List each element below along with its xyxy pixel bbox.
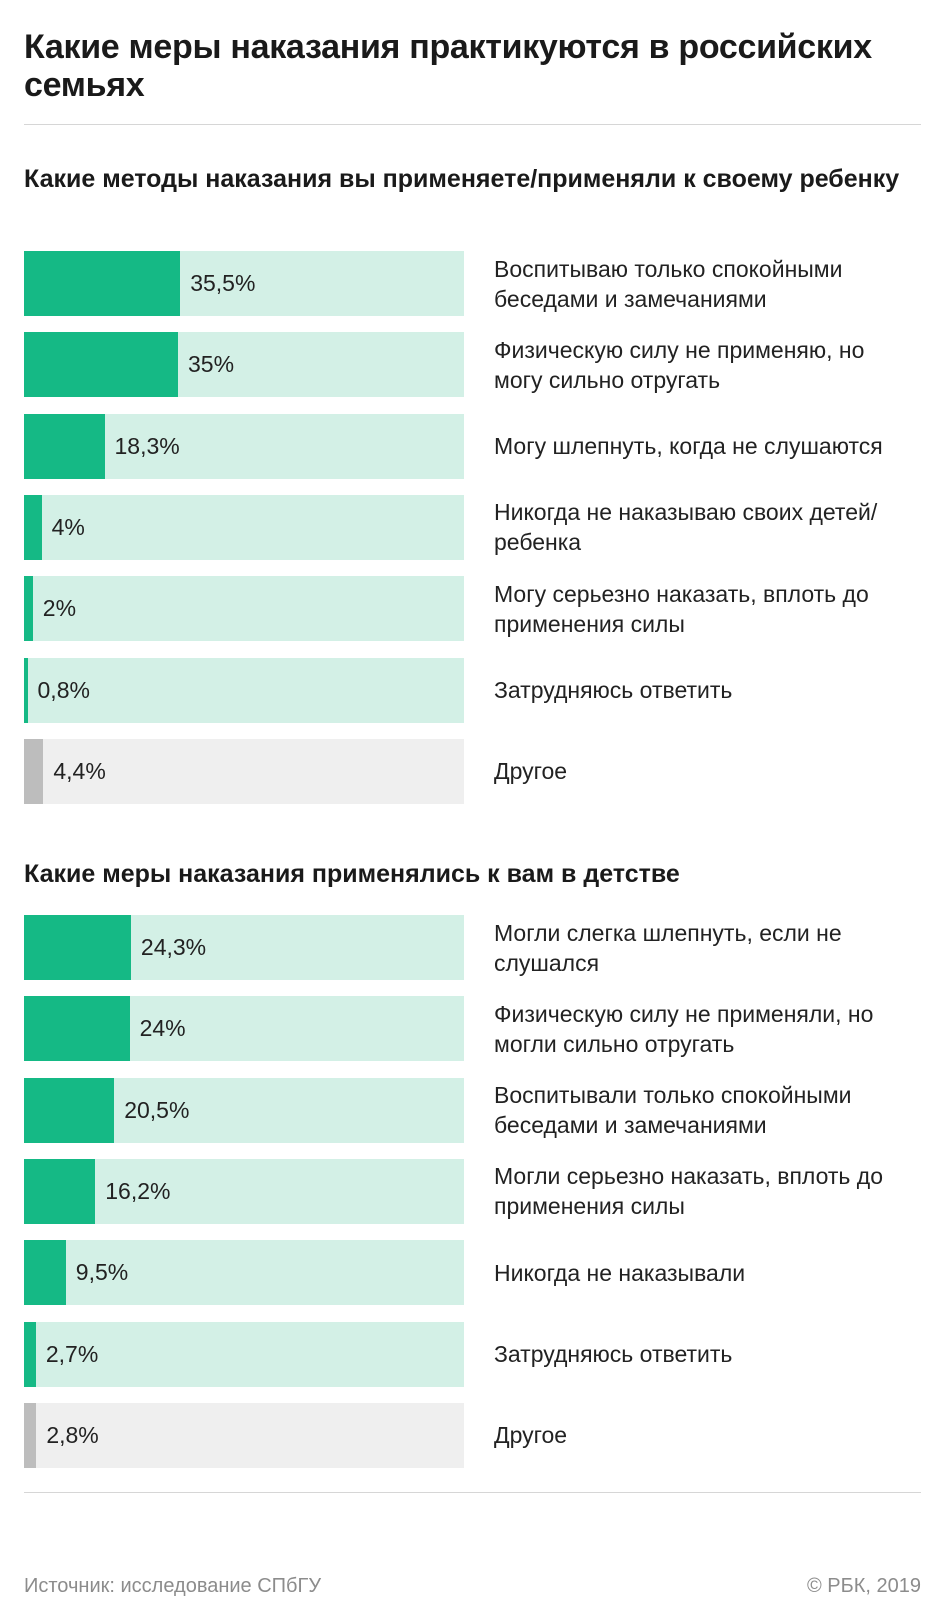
category-label-text: Никогда не наказываю своих детей/ ребенк…: [494, 499, 878, 556]
source-note: Источник: исследование СПбГУ: [24, 1575, 322, 1597]
bar-track: [24, 915, 464, 980]
bar-row: 35,5% Воспитываю только спокойными беседа…: [24, 251, 921, 316]
bar-row: 2,8% Другое: [24, 1402, 921, 1468]
chart-2-title: Какие меры наказания применялись к вам в…: [24, 860, 680, 888]
category-label-text: Никогда не наказывали: [494, 1259, 746, 1286]
category-label-text: Могли серьезно наказать, вплоть до приме…: [494, 1163, 884, 1220]
category-label: Воспитываю только спокойными беседами и …: [494, 251, 914, 316]
chart-1-title: Какие методы наказания вы применяете/при…: [24, 165, 900, 193]
bar-value-label: 2%: [42, 595, 77, 622]
bar: [24, 1321, 36, 1387]
bar-track: [24, 413, 464, 479]
bar-value-label: 2,8%: [46, 1421, 99, 1448]
category-label: Никогда не наказывали: [494, 1240, 914, 1305]
category-label-text: Другое: [494, 758, 568, 785]
bar-row: 4,4% Другое: [24, 738, 921, 804]
category-label-text: Воспитывали только спокойными беседами и…: [494, 1082, 852, 1139]
bar-value-label: 4%: [51, 513, 85, 540]
bar: [24, 996, 130, 1062]
bar-track: [24, 1321, 464, 1387]
category-label-text: Физическую силу не применяю, но могу сил…: [494, 336, 865, 393]
category-label-text: Другое: [494, 1422, 568, 1449]
bar: [24, 657, 28, 723]
bar-track: [24, 576, 464, 642]
category-label-text: Могли слегка шлепнуть, если не слушался: [494, 919, 842, 976]
copyright-note: © РБК, 2019: [806, 1575, 921, 1597]
chart-1: 35,5% Воспитываю только спокойными беседа…: [24, 251, 921, 806]
category-label: Никогда не наказываю своих детей/ ребенк…: [494, 495, 914, 560]
chart-2: 24,3% Могли слегка шлепнуть, если не слуш…: [24, 915, 921, 1470]
category-label: Могу серьезно наказать, вплоть до примен…: [494, 576, 914, 641]
bar-track: [24, 1077, 464, 1143]
category-label: Другое: [494, 1403, 914, 1468]
bar: [24, 1402, 37, 1468]
bar-row: 24,3% Могли слегка шлепнуть, если не слуш…: [24, 915, 921, 980]
title-divider: [24, 124, 921, 125]
bar-row: 20,5% Воспитывали только спокойными бесед…: [24, 1077, 921, 1143]
category-label: Физическую силу не применяли, но могли с…: [494, 996, 914, 1061]
bar-track: [24, 494, 464, 560]
bar: [24, 494, 42, 560]
bar: [24, 576, 33, 642]
bar-row: 16,2% Могли серьезно наказать, вплоть до …: [24, 1158, 921, 1224]
category-label: Затрудняюсь ответить: [494, 1322, 914, 1387]
bar-track: [24, 332, 464, 398]
bar: [24, 738, 44, 804]
bar-row: 9,5% Никогда не наказывали: [24, 1240, 921, 1306]
bar: [24, 915, 131, 980]
bar-track: [24, 657, 464, 723]
category-label-text: Могу серьезно наказать, вплоть до примен…: [494, 580, 869, 637]
category-label: Могу шлепнуть, когда не слушаются: [494, 414, 914, 479]
bar-value-label: 24%: [139, 1015, 186, 1042]
category-label: Физическую силу не применяю, но могу сил…: [494, 332, 914, 397]
bar-value-label: 2,7%: [45, 1340, 99, 1367]
category-label-text: Физическую силу не применяли, но могли с…: [494, 1000, 874, 1057]
bar-row: 2,7% Затрудняюсь ответить: [24, 1321, 921, 1387]
bar-value-label: 24,3%: [140, 934, 207, 960]
bar-value-label: 4,4%: [53, 757, 106, 784]
category-label: Затрудняюсь ответить: [494, 658, 914, 723]
bar: [24, 1158, 96, 1224]
bar-track: [24, 738, 464, 804]
bar-value-label: 18,3%: [114, 432, 180, 459]
bar-value-label: 16,2%: [105, 1177, 171, 1204]
bar-value-label: 35%: [188, 351, 235, 378]
bar: [24, 332, 178, 398]
bar-track: [24, 996, 464, 1062]
bar-value-label: 0,8%: [37, 676, 90, 703]
bar: [24, 1077, 115, 1143]
category-label: Другое: [494, 739, 914, 804]
bar-track: [24, 1158, 464, 1224]
footer-divider: [24, 1492, 921, 1493]
bar-track: [24, 251, 464, 316]
bar-value-label: 35,5%: [190, 270, 256, 296]
bar: [24, 1240, 66, 1306]
bar-row: 2% Могу серьезно наказать, вплоть до прим…: [24, 576, 921, 642]
bar-row: 35% Физическую силу не применяю, но могу …: [24, 332, 921, 398]
category-label: Могли серьезно наказать, вплоть до приме…: [494, 1159, 914, 1224]
category-label-text: Воспитываю только спокойными беседами и …: [494, 255, 843, 312]
category-label-text: Могу шлепнуть, когда не слушаются: [494, 433, 883, 460]
bar-track: [24, 1240, 464, 1306]
bar-row: 18,3% Могу шлепнуть, когда не слушаются: [24, 413, 921, 479]
page-title: Какие меры наказания практикуются в росс…: [24, 28, 872, 104]
category-label-text: Затрудняюсь ответить: [494, 1341, 733, 1367]
category-label: Воспитывали только спокойными беседами и…: [494, 1078, 914, 1143]
bar-row: 0,8% Затрудняюсь ответить: [24, 657, 921, 723]
category-label: Могли слегка шлепнуть, если не слушался: [494, 915, 914, 980]
bar: [24, 251, 181, 316]
bar-track: [24, 1402, 464, 1468]
bar-row: 4% Никогда не наказываю своих детей/ ребе…: [24, 494, 921, 560]
bar-row: 24% Физическую силу не применяли, но могл…: [24, 996, 921, 1062]
bar: [24, 413, 105, 479]
category-label-text: Затрудняюсь ответить: [494, 677, 733, 703]
bar-value-label: 20,5%: [124, 1096, 190, 1123]
bar-value-label: 9,5%: [75, 1259, 129, 1286]
